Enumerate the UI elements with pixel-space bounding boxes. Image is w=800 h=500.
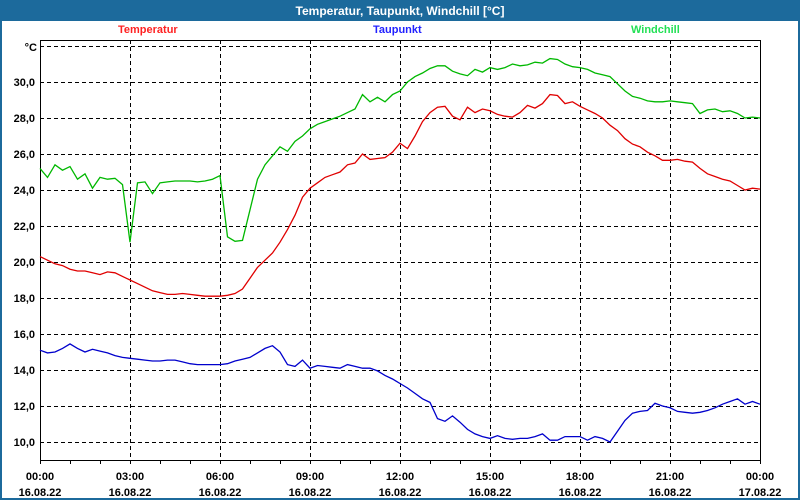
page-title: Temperatur, Taupunkt, Windchill [°C]	[295, 4, 505, 18]
svg-text:28,0: 28,0	[14, 113, 35, 125]
legend-label-taupunkt: Taupunkt	[373, 24, 422, 36]
svg-text:21:00: 21:00	[656, 471, 684, 483]
svg-text:16.08.22: 16.08.22	[199, 487, 242, 498]
x-axis-labels: 00:00 16.08.22 03:00 16.08.22 06:00 16.08.22 0…	[19, 471, 782, 498]
svg-text:16.08.22: 16.08.22	[109, 487, 152, 498]
svg-text:20,0: 20,0	[14, 257, 35, 269]
svg-text:03:00: 03:00	[116, 471, 144, 483]
svg-text:14,0: 14,0	[14, 365, 35, 377]
series-windchill-line	[39, 57, 761, 243]
chart-legend: Temperatur Taupunkt Windchill	[2, 21, 798, 39]
svg-text:16,0: 16,0	[14, 329, 35, 341]
svg-text:16.08.22: 16.08.22	[289, 487, 332, 498]
legend-label-temperatur: Temperatur	[118, 24, 178, 36]
svg-text:26,0: 26,0	[14, 149, 35, 161]
svg-text:00:00: 00:00	[746, 471, 774, 483]
svg-text:18,0: 18,0	[14, 293, 35, 305]
svg-text:22,0: 22,0	[14, 221, 35, 233]
svg-text:12,0: 12,0	[14, 401, 35, 413]
svg-text:24,0: 24,0	[14, 185, 35, 197]
svg-text:16.08.22: 16.08.22	[469, 487, 512, 498]
series-temperatur-line	[39, 93, 761, 297]
svg-text:16.08.22: 16.08.22	[379, 487, 422, 498]
svg-text:00:00: 00:00	[26, 471, 54, 483]
svg-text:30,0: 30,0	[14, 77, 35, 89]
legend-label-windchill: Windchill	[631, 24, 680, 36]
svg-text:12:00: 12:00	[386, 471, 414, 483]
series-taupunkt-line	[39, 343, 761, 443]
gridlines	[40, 40, 760, 460]
y-axis-unit-label: °C	[25, 42, 37, 54]
title-bar: Temperatur, Taupunkt, Windchill [°C]	[2, 2, 798, 21]
svg-text:10,0: 10,0	[14, 437, 35, 449]
svg-text:16.08.22: 16.08.22	[649, 487, 692, 498]
svg-text:06:00: 06:00	[206, 471, 234, 483]
svg-text:15:00: 15:00	[476, 471, 504, 483]
y-axis-labels: 10,0 12,0 14,0 16,0 18,0 20,0 22,0 24,0 26,0 28,0…	[14, 77, 35, 449]
svg-text:16.08.22: 16.08.22	[559, 487, 602, 498]
svg-text:09:00: 09:00	[296, 471, 324, 483]
svg-text:17.08.22: 17.08.22	[739, 487, 782, 498]
svg-text:16.08.22: 16.08.22	[19, 487, 62, 498]
svg-text:18:00: 18:00	[566, 471, 594, 483]
x-axis-ticks	[40, 460, 761, 464]
